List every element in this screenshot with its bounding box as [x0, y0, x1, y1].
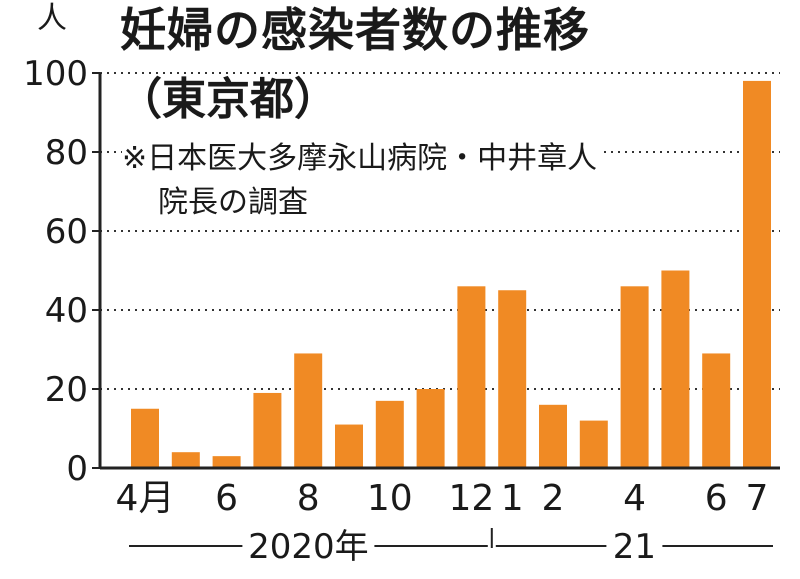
year-labels: 2020年 21 [129, 527, 773, 567]
x-tick-label: 4月 [116, 478, 175, 519]
bar-2021-01 [498, 290, 527, 468]
x-tick-label: 10 [367, 478, 413, 519]
y-tick-label: 40 [45, 291, 88, 331]
year-label-2020: 2020年 [248, 527, 369, 567]
y-tick-label: 60 [45, 212, 88, 252]
y-tick-label: 80 [45, 133, 88, 173]
bar-2020-09 [335, 424, 363, 468]
bar-2021-06 [702, 353, 731, 468]
y-tick-label: 100 [23, 54, 88, 94]
year-label-21: 21 [613, 527, 656, 567]
chart-subtitle: （東京都） [118, 74, 344, 126]
bar-2021-04 [620, 286, 649, 468]
bar-2020-08 [294, 353, 323, 468]
x-tick-label: 2 [542, 478, 565, 519]
bar-2020-11 [416, 389, 445, 468]
chart-title: 妊婦の感染者数の推移 [120, 4, 596, 56]
y-tick-labels: 0 20 40 60 80 100 [23, 54, 88, 489]
y-tick-label: 20 [45, 370, 88, 410]
x-tick-label: 8 [297, 478, 320, 519]
x-tick-label: 4 [623, 478, 646, 519]
bar-2021-02 [539, 404, 567, 468]
bar-2021-05 [661, 270, 690, 468]
y-axis-unit: 人 [37, 1, 67, 36]
axes [92, 72, 780, 470]
bar-2020-06 [212, 456, 241, 468]
x-tick-label: 1 [501, 478, 524, 519]
x-tick-label: 12 [448, 478, 494, 519]
bar-2021-03 [579, 420, 608, 468]
bar-2020-10 [375, 400, 404, 468]
source-note-line2: 院長の調査 [158, 184, 312, 222]
bar-2020-05 [171, 452, 200, 468]
bar-2021-07 [743, 80, 771, 469]
source-note-line1: ※日本医大多摩永山病院・中井章人 [122, 140, 602, 178]
bar-2020-04 [131, 408, 159, 468]
x-tick-label: 6 [705, 478, 728, 519]
bar-2020-07 [253, 392, 282, 468]
x-tick-label: 6 [215, 478, 238, 519]
y-tick-label: 0 [66, 449, 88, 489]
x-tick-label: 7 [746, 478, 769, 519]
bars [131, 80, 771, 469]
bar-2020-12 [457, 286, 486, 468]
x-tick-labels: 4月 6 8 10 12 1 2 4 6 7 [116, 478, 769, 519]
